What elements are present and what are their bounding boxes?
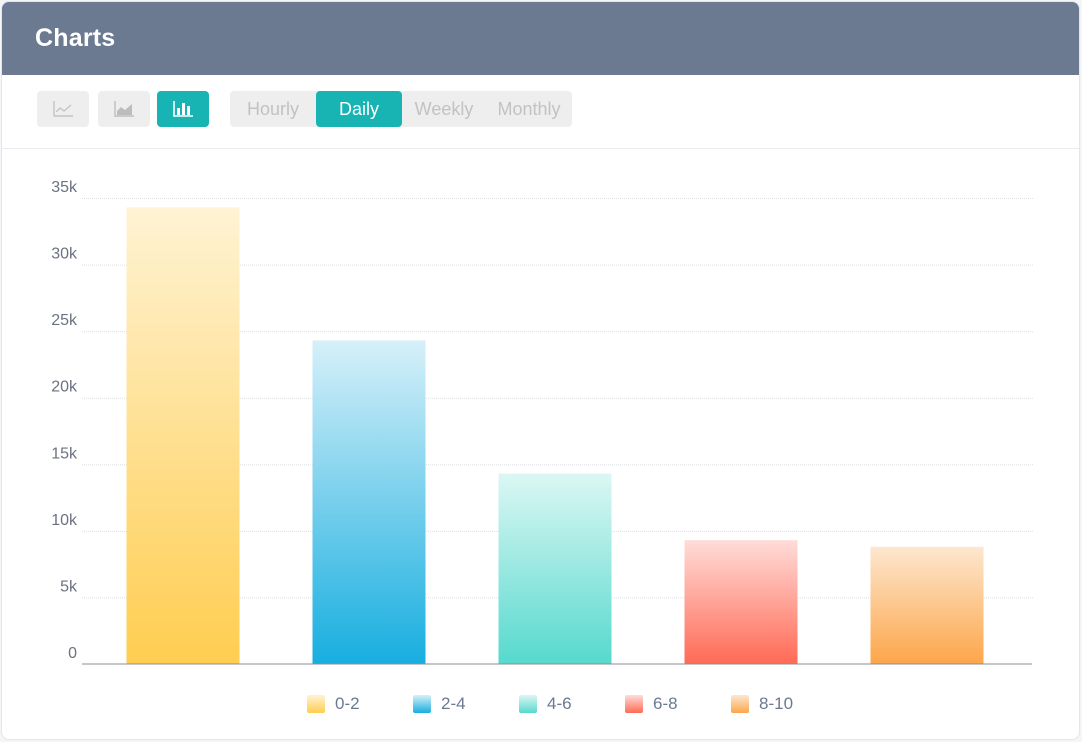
y-axis-ticks: 0 5k 10k 15k 20k 25k 30k 35k [51, 179, 78, 662]
y-tick-label: 15k [51, 445, 78, 462]
legend-label: 6-8 [653, 694, 678, 713]
legend-item[interactable]: 2-4 [413, 692, 466, 716]
chart-toolbar: Hourly Daily Weekly Monthly [2, 75, 1079, 149]
bar-2-4[interactable] [312, 340, 426, 664]
chart-legend: 0-2 2-4 4-6 6-8 8-10 [2, 692, 1079, 716]
bar-6-8[interactable] [684, 540, 798, 664]
legend-swatch [307, 695, 325, 713]
bar-chart-button[interactable] [157, 91, 209, 127]
legend-item[interactable]: 4-6 [519, 692, 572, 716]
period-selector: Hourly Daily Weekly Monthly [230, 91, 572, 127]
legend-swatch [413, 695, 431, 713]
bar-8-10[interactable] [870, 546, 984, 664]
legend-item[interactable]: 6-8 [625, 692, 678, 716]
bar-chart-icon [173, 101, 193, 117]
legend-label: 4-6 [547, 694, 572, 713]
y-tick-label: 10k [51, 512, 78, 529]
card-header: Charts [2, 2, 1079, 75]
line-chart-icon [53, 101, 73, 117]
area-chart-icon [114, 101, 134, 117]
bar-4-6[interactable] [498, 473, 612, 664]
y-tick-label: 35k [51, 179, 78, 196]
bar-0-2[interactable] [126, 207, 240, 664]
legend-label: 8-10 [759, 694, 794, 713]
tab-hourly[interactable]: Hourly [230, 91, 316, 127]
y-tick-label: 30k [51, 246, 78, 263]
y-tick-label: 5k [60, 578, 78, 595]
page-title: Charts [35, 24, 116, 52]
area-chart-button[interactable] [98, 91, 150, 127]
legend-swatch [519, 695, 537, 713]
y-tick-label: 20k [51, 379, 78, 396]
legend-label: 0-2 [335, 694, 360, 713]
y-tick-label: 25k [51, 312, 78, 329]
line-chart-button[interactable] [37, 91, 89, 127]
y-tick-label: 0 [68, 645, 77, 662]
bar-chart: 0 5k 10k 15k 20k 25k 30k 35k [51, 179, 1034, 665]
legend-item[interactable]: 0-2 [307, 692, 360, 716]
legend-swatch [625, 695, 643, 713]
tab-daily[interactable]: Daily [316, 91, 402, 127]
tab-weekly[interactable]: Weekly [402, 91, 486, 127]
legend-swatch [731, 695, 749, 713]
bars [126, 207, 984, 664]
legend-label: 2-4 [441, 694, 466, 713]
legend-item[interactable]: 8-10 [731, 692, 793, 716]
tab-monthly[interactable]: Monthly [486, 91, 572, 127]
